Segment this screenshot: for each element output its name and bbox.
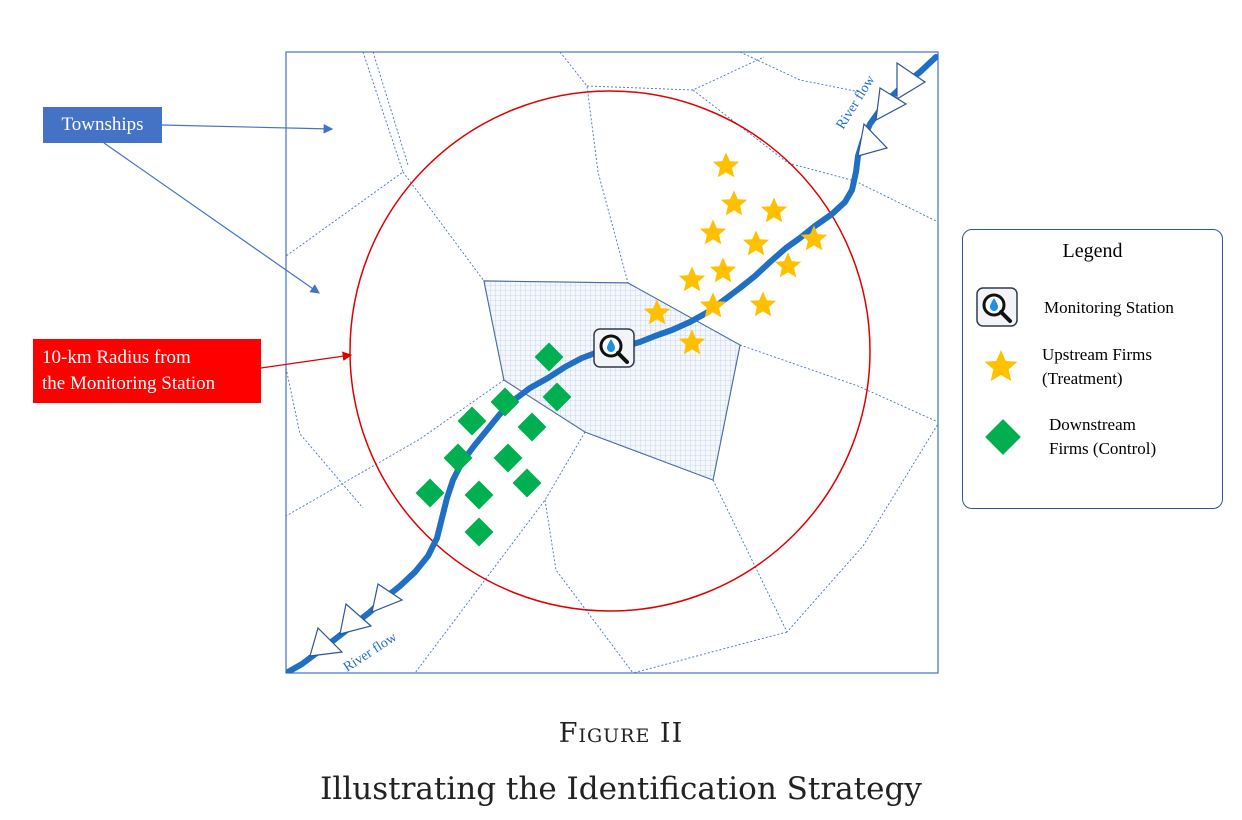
diamond-icon [457, 406, 487, 436]
diamond-icon [464, 517, 494, 547]
flow-arrow-icon [339, 602, 373, 635]
diamond-icon [493, 443, 523, 473]
township-boundaries [286, 52, 938, 673]
legend-upstream-line1: Upstream Firms [1042, 345, 1153, 364]
flow-arrow-icon [309, 626, 344, 657]
legend-downstream-line1: Downstream [1049, 415, 1136, 434]
legend-station-icon [976, 287, 1018, 327]
legend-downstream: Downstream Firms (Control) [1049, 413, 1156, 461]
star-icon [742, 230, 770, 256]
radius-circle [349, 90, 871, 612]
diamond-icon [415, 478, 445, 508]
legend-upstream-line2: (Treatment) [1042, 369, 1123, 388]
figure-label: Figure II [558, 718, 684, 749]
flow-arrow-icon [857, 122, 889, 157]
radius-arrow [260, 351, 353, 369]
legend-title: Legend [1062, 240, 1123, 262]
star-icon [760, 197, 788, 223]
diamond-icon [490, 387, 520, 417]
star-icon [709, 257, 737, 283]
townships-arrows [103, 124, 334, 294]
star-icon [699, 219, 727, 245]
diamond-icon [464, 480, 494, 510]
legend-downstream-line2: Firms (Control) [1049, 439, 1157, 458]
diamond-icon [443, 443, 473, 473]
townships-label: Townships [43, 107, 162, 143]
figure-title: Illustrating the Identification Strategy [320, 771, 922, 807]
river-flow-arrows-bottom [309, 583, 404, 657]
radius-label-line1: 10-km Radius from [42, 347, 191, 368]
radius-label-line2: the Monitoring Station [42, 373, 216, 394]
townships-label-text: Townships [61, 114, 144, 135]
flow-arrow-icon [371, 583, 404, 613]
river-flow-label-bottom: River flow [341, 629, 400, 675]
diamond-icon [512, 468, 542, 498]
star-icon [712, 152, 740, 178]
star-icon [749, 291, 777, 317]
map-frame [285, 51, 939, 674]
radius-label: 10-km Radius from the Monitoring Station [33, 339, 261, 403]
flow-arrow-icon [896, 61, 927, 101]
star-icon [800, 225, 828, 251]
monitoring-station-icon [593, 328, 635, 368]
legend-monitoring-station: Monitoring Station [1044, 298, 1174, 317]
flow-arrow-icon [875, 87, 908, 122]
river-flow-arrows-top [857, 61, 927, 157]
star-icon [678, 266, 706, 292]
star-icon [720, 190, 748, 216]
diamond-icon [517, 412, 547, 442]
legend-upstream: Upstream Firms (Treatment) [1042, 343, 1152, 391]
legend: Legend Monitoring Station Upstream Firms… [962, 229, 1223, 509]
